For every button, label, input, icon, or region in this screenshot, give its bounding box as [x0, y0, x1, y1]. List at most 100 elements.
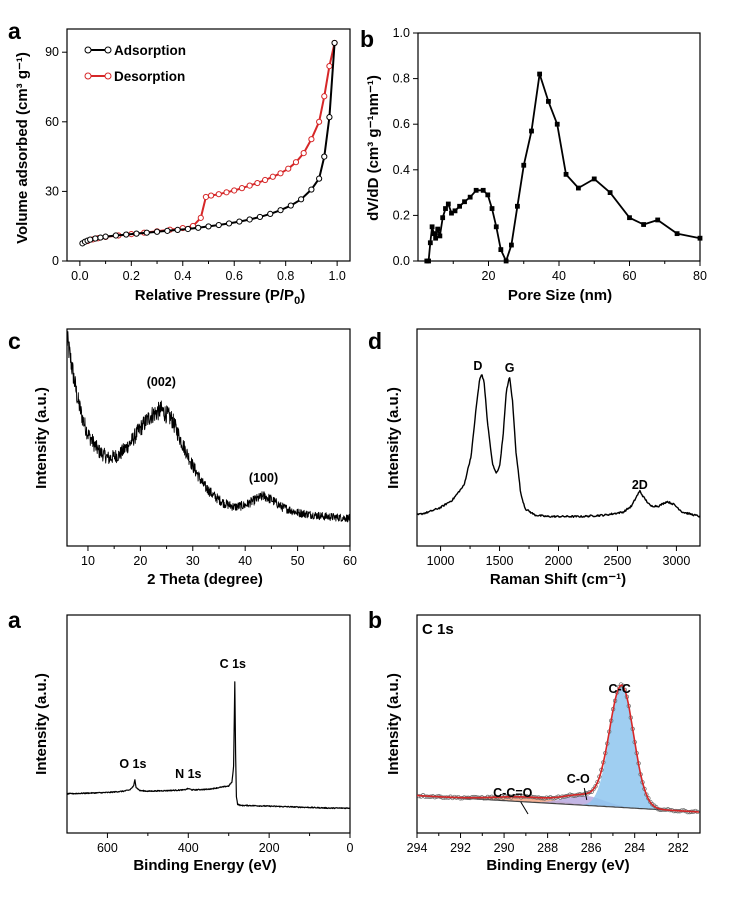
data-point-adsorption: [246, 216, 253, 223]
x-tick-label: 0.2: [123, 269, 140, 283]
panel-letter: a: [8, 607, 21, 633]
data-point-adsorption: [308, 186, 315, 193]
y-tick-label: 0.4: [393, 163, 410, 177]
data-point-desorption: [223, 189, 230, 196]
x-axis-title-main: Relative Pressure (P/P: [135, 287, 294, 304]
data-point-adsorption: [321, 153, 328, 160]
data-point-adsorption: [153, 228, 161, 235]
peak-label: 2D: [632, 478, 648, 492]
raw-data-point: [593, 784, 598, 789]
x-tick-label: 3000: [663, 554, 691, 568]
data-point: [627, 215, 632, 221]
data-point-adsorption: [267, 210, 274, 218]
data-point: [563, 171, 569, 177]
data-point: [440, 215, 446, 221]
panel-letter: c: [8, 328, 21, 354]
legend-item-adsorption: Adsorption: [84, 43, 186, 58]
data-point: [529, 128, 534, 134]
data-point: [427, 240, 433, 246]
annotation-arrow: [583, 787, 588, 801]
raw-data-point: [591, 786, 596, 792]
peak-label: (002): [147, 375, 176, 389]
data-point: [554, 121, 560, 127]
panel-xrd: c 10 20 30 40 50 60 (002) (100) 2 Theta (degree…: [8, 328, 357, 588]
peak-label: C-C=O: [493, 786, 533, 800]
legend-label: Desorption: [114, 69, 185, 84]
panel-xps-survey: a 600 400 200 0 O 1s N 1s C 1s Binding Energy …: [8, 607, 354, 874]
data-point-desorption: [207, 192, 215, 199]
plot-frame: [416, 328, 701, 547]
data-point-adsorption: [112, 232, 119, 239]
x-tick-label: 282: [668, 841, 689, 855]
data-point: [429, 224, 435, 230]
data-point: [426, 258, 431, 264]
plot-frame: [417, 32, 701, 262]
panel-letter: b: [368, 607, 382, 633]
data-point: [473, 187, 479, 193]
data-point-adsorption: [123, 231, 130, 238]
legend: Adsorption Desorption: [84, 43, 186, 84]
data-point-adsorption: [102, 233, 109, 240]
plot-area: 294 292 290 288 286 284 282 C-C C-O C-C=O: [407, 614, 701, 855]
data-point-desorption: [300, 150, 307, 157]
data-point: [655, 217, 661, 223]
y-axis-title: Intensity (a.u.): [385, 673, 402, 775]
data-point: [431, 231, 437, 237]
data-point-adsorption: [133, 230, 140, 237]
data-point-adsorption: [143, 229, 150, 236]
plot-area: 1000 1500 2000 2500 3000 D G 2D: [416, 328, 701, 568]
data-point: [467, 194, 473, 200]
series-line: [426, 73, 701, 262]
x-tick-label: 40: [238, 554, 252, 568]
x-tick-label: 20: [482, 269, 496, 283]
x-tick-label: 0.4: [174, 269, 191, 283]
y-tick-label: 90: [45, 45, 59, 59]
data-point: [537, 71, 543, 77]
peak-label: C 1s: [220, 657, 246, 671]
x-axis-title: Binding Energy (eV): [486, 857, 629, 874]
y-tick-label: 0.6: [393, 117, 410, 131]
x-tick-label: 60: [343, 554, 357, 568]
x-axis-title: Pore Size (nm): [508, 287, 612, 304]
x-tick-label: 60: [623, 269, 637, 283]
data-point: [546, 99, 551, 104]
y-tick-label: 60: [45, 115, 59, 129]
x-tick-label: 294: [407, 841, 428, 855]
x-tick-label: 1000: [427, 554, 455, 568]
x-tick-label: 400: [178, 841, 199, 855]
data-point: [480, 187, 486, 193]
data-point-adsorption: [316, 175, 323, 182]
data-point: [503, 258, 509, 264]
data-point-adsorption: [215, 221, 222, 229]
legend-marker: [104, 72, 112, 80]
y-axis-title: Volume adsorbed (cm³ g⁻¹): [14, 52, 31, 244]
plot-frame: [66, 614, 351, 834]
data-point-desorption: [308, 136, 315, 143]
data-point-adsorption: [174, 226, 181, 234]
y-tick-label: 30: [45, 184, 59, 198]
data-point: [437, 233, 443, 239]
x-tick-label: 20: [133, 554, 147, 568]
x-tick-label: 284: [624, 841, 645, 855]
x-tick-label: 2500: [604, 554, 632, 568]
x-tick-label: 1.0: [328, 269, 345, 283]
x-tick-label: 0.0: [71, 269, 88, 283]
data-point-adsorption: [298, 196, 305, 203]
data-point-adsorption: [225, 220, 233, 227]
x-tick-label: 0.6: [226, 269, 243, 283]
data-point-desorption: [197, 214, 204, 221]
x-tick-label: 10: [81, 554, 95, 568]
data-point-adsorption: [92, 235, 99, 242]
y-tick-label: 0: [52, 254, 59, 268]
annotation-arrow: [520, 801, 529, 815]
y-axis-title: Intensity (a.u.): [33, 387, 50, 489]
series-line: [66, 681, 351, 810]
peak-label: O 1s: [119, 757, 146, 771]
data-point-desorption: [292, 159, 300, 166]
x-tick-label: 288: [537, 841, 558, 855]
data-point: [485, 192, 491, 198]
plot-frame: [66, 328, 351, 547]
x-axis-title-subscript: 0: [294, 295, 300, 307]
panel-letter: a: [8, 18, 21, 44]
panel-pore-size: b 20 40 60 80 0.0 0.2 0.4 0.6 0.8 1.0 Pore Size (…: [360, 26, 707, 304]
